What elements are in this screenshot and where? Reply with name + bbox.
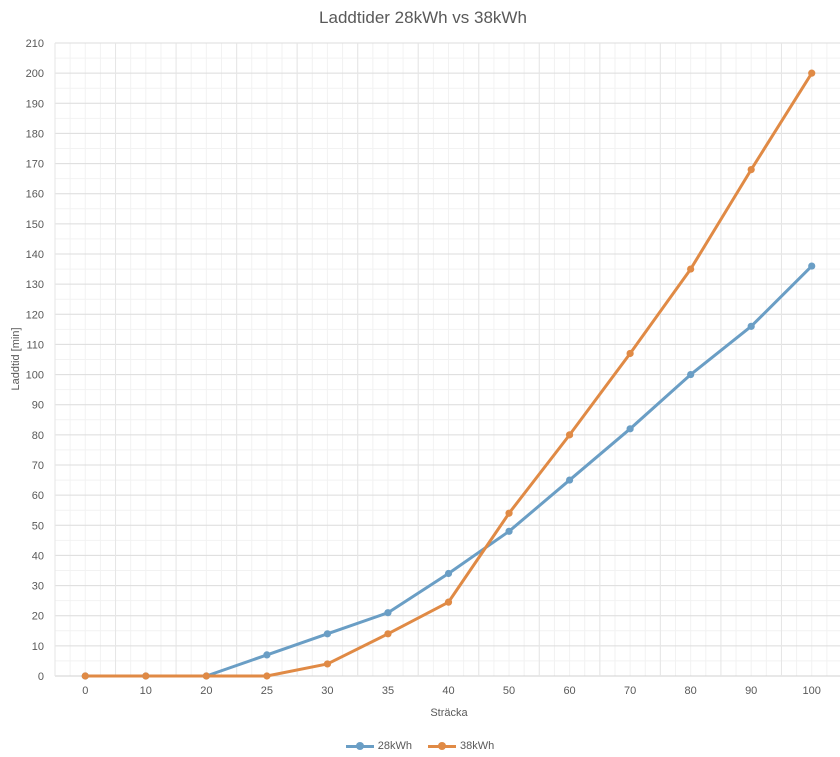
y-axis-ticks: 0 10 20 30 40 50 60 70 80 90 100 110 120 130 140 150 160… — [26, 38, 44, 683]
y-tick-label: 20 — [32, 611, 44, 623]
y-tick-label: 160 — [26, 189, 44, 201]
data-point-38kwh — [263, 672, 271, 680]
data-point-38kwh — [444, 598, 453, 606]
y-tick-label: 180 — [26, 128, 44, 140]
data-point-38kwh — [626, 349, 634, 358]
y-tick-label: 40 — [32, 550, 44, 562]
legend-item-28kwh[interactable]: 28kWh — [345, 740, 412, 752]
data-point-28kwh — [565, 476, 574, 484]
data-point-28kwh — [747, 322, 755, 330]
data-point-28kwh — [444, 569, 453, 578]
x-tick-label: 10 — [140, 685, 152, 697]
data-point-38kwh — [505, 509, 513, 517]
data-point-38kwh — [808, 69, 816, 77]
x-tick-label: 0 — [82, 685, 88, 697]
x-tick-label: 20 — [200, 685, 212, 697]
y-tick-label: 210 — [26, 38, 44, 50]
chart-title: Laddtider 28kWh vs 38kWh — [319, 8, 527, 27]
y-tick-label: 0 — [38, 671, 44, 683]
x-tick-label: 60 — [563, 685, 575, 697]
legend-label-28kwh: 28kWh — [377, 740, 412, 752]
legend: 28kWh 38kWh — [0, 737, 840, 755]
y-tick-label: 80 — [32, 430, 44, 442]
data-point-38kwh — [747, 166, 755, 174]
x-tick-label: 50 — [503, 685, 515, 697]
data-point-38kwh — [565, 431, 574, 439]
y-tick-label: 110 — [26, 339, 44, 351]
x-tick-label: 70 — [624, 685, 636, 697]
x-tick-label: 100 — [803, 685, 821, 697]
y-tick-label: 60 — [32, 490, 44, 502]
y-tick-label: 190 — [26, 98, 44, 110]
data-point-38kwh — [323, 660, 332, 668]
y-axis-title: Laddtid [min] — [10, 328, 22, 391]
data-point-28kwh — [687, 370, 695, 379]
y-tick-label: 10 — [32, 641, 44, 653]
x-tick-label: 80 — [685, 685, 697, 697]
legend-swatch-38kwh — [428, 741, 456, 751]
major-gridlines — [54, 42, 840, 677]
data-point-28kwh — [808, 262, 816, 270]
data-point-38kwh — [81, 672, 89, 680]
y-tick-label: 150 — [26, 219, 44, 231]
series-points — [81, 69, 816, 680]
data-point-38kwh — [202, 672, 210, 680]
data-point-28kwh — [323, 630, 332, 638]
x-tick-label: 90 — [745, 685, 757, 697]
y-tick-label: 90 — [32, 400, 44, 412]
data-point-38kwh — [687, 265, 695, 273]
y-tick-label: 140 — [26, 249, 44, 261]
x-tick-label: 40 — [442, 685, 454, 697]
y-tick-label: 200 — [26, 68, 44, 80]
data-point-38kwh — [384, 630, 392, 638]
y-tick-label: 120 — [26, 309, 44, 321]
legend-label-38kwh: 38kWh — [460, 740, 495, 752]
x-axis-title: Sträcka — [430, 707, 468, 719]
data-point-28kwh — [505, 527, 513, 535]
y-tick-label: 50 — [32, 520, 44, 532]
data-point-38kwh — [142, 672, 150, 680]
y-tick-label: 170 — [26, 159, 44, 171]
data-point-28kwh — [626, 425, 634, 433]
minor-gridlines — [54, 43, 840, 676]
x-tick-label: 35 — [382, 685, 394, 697]
y-tick-label: 70 — [32, 460, 44, 472]
x-axis-ticks: 0 10 20 25 30 35 40 50 60 70 80 90 100 — [82, 685, 821, 697]
x-tick-label: 30 — [321, 685, 333, 697]
legend-item-38kwh[interactable]: 38kWh — [428, 740, 494, 752]
y-tick-label: 100 — [26, 370, 44, 382]
data-point-28kwh — [263, 651, 271, 659]
x-tick-label: 25 — [261, 685, 273, 697]
data-point-28kwh — [384, 609, 392, 617]
y-tick-label: 130 — [26, 279, 44, 291]
y-tick-label: 30 — [32, 581, 44, 593]
legend-swatch-28kwh — [345, 741, 374, 751]
